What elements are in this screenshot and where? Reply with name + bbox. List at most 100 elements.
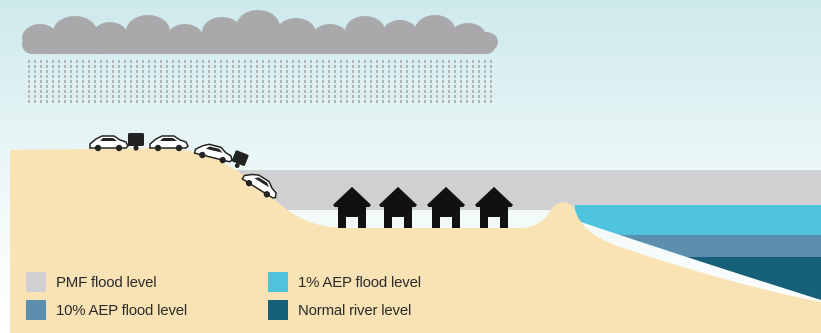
rain-drop [370,80,372,83]
rain-drop [298,95,300,98]
rain-drop [376,75,378,78]
rain-drop [334,80,336,83]
rain-drop [382,70,384,73]
rain-drop [490,60,492,63]
rain-drop [160,90,162,93]
rain-drop [178,65,180,68]
rain-drop [454,60,456,63]
rain-drop [340,85,342,88]
rain-drop [400,75,402,78]
rain-drop [106,100,108,103]
rain-drop [352,100,354,103]
rain-drop [232,75,234,78]
rain-drop [352,65,354,68]
rain-drop [274,90,276,93]
rain-drop [58,60,60,63]
rain-drop [478,80,480,83]
rain-drop [490,65,492,68]
rain-drop [412,95,414,98]
rain-drop [262,90,264,93]
rain-drop [250,70,252,73]
rain-drop [52,100,54,103]
rain-drop [346,75,348,78]
rain-drop [382,65,384,68]
rain-drop [64,95,66,98]
rain-drop [40,75,42,78]
rain-drop [76,90,78,93]
rain-drop [334,100,336,103]
rain-drop [226,75,228,78]
rain-drop [304,75,306,78]
rain-drop [208,65,210,68]
rain-drop [394,85,396,88]
rain-drop [256,70,258,73]
rain-drop [244,70,246,73]
rain-drop [478,70,480,73]
rain-drop [232,100,234,103]
rain-drop [352,95,354,98]
rain-drop [292,65,294,68]
rain-drop [220,90,222,93]
rain-drop [238,65,240,68]
rain-drop [418,95,420,98]
rain-drop [232,60,234,63]
rain-drop [442,70,444,73]
rain-drop [178,70,180,73]
rain-drop [250,95,252,98]
rain-drop [286,95,288,98]
rain-drop [94,75,96,78]
rain-drop [238,75,240,78]
rain-drop [316,65,318,68]
rain-drop [112,100,114,103]
rain-drop [268,85,270,88]
rain-drop [490,75,492,78]
rain-drop [346,90,348,93]
rain-drop [148,65,150,68]
rain-drop [172,100,174,103]
rain-drop [358,100,360,103]
land-hill [10,148,821,333]
rain-drop [406,65,408,68]
rain-drop [424,95,426,98]
rain-drop [448,80,450,83]
rain-drop [256,80,258,83]
rain-drop [268,70,270,73]
rain-drop [46,75,48,78]
rain-drop [412,80,414,83]
rain-drop [280,100,282,103]
rain-drop [166,65,168,68]
rain-drop [262,60,264,63]
rain-drop [196,90,198,93]
rain-drop [262,75,264,78]
rain-drop [346,85,348,88]
rain-drop [166,85,168,88]
rain-drop [370,60,372,63]
rain-drop [100,100,102,103]
rain-drop [220,60,222,63]
rain-drop [418,75,420,78]
rain-drop [208,90,210,93]
rain-drop [316,95,318,98]
rain-drop [226,70,228,73]
rain-drop [64,80,66,83]
rain-drop [88,65,90,68]
rain-drop [118,85,120,88]
rain-drop [214,70,216,73]
rain-drop [46,70,48,73]
rain-drop [232,95,234,98]
rain-drop [310,70,312,73]
rain-drop [310,60,312,63]
rain-drop [376,80,378,83]
rain-drop [208,100,210,103]
rain-drop [412,65,414,68]
rain-drop [82,70,84,73]
rain-drop [124,95,126,98]
rain-drop [226,65,228,68]
rain-drop [388,70,390,73]
rain-drop [178,80,180,83]
rain-drop [58,90,60,93]
rain-drop [220,75,222,78]
rain-drop [466,80,468,83]
rain-drop [220,65,222,68]
